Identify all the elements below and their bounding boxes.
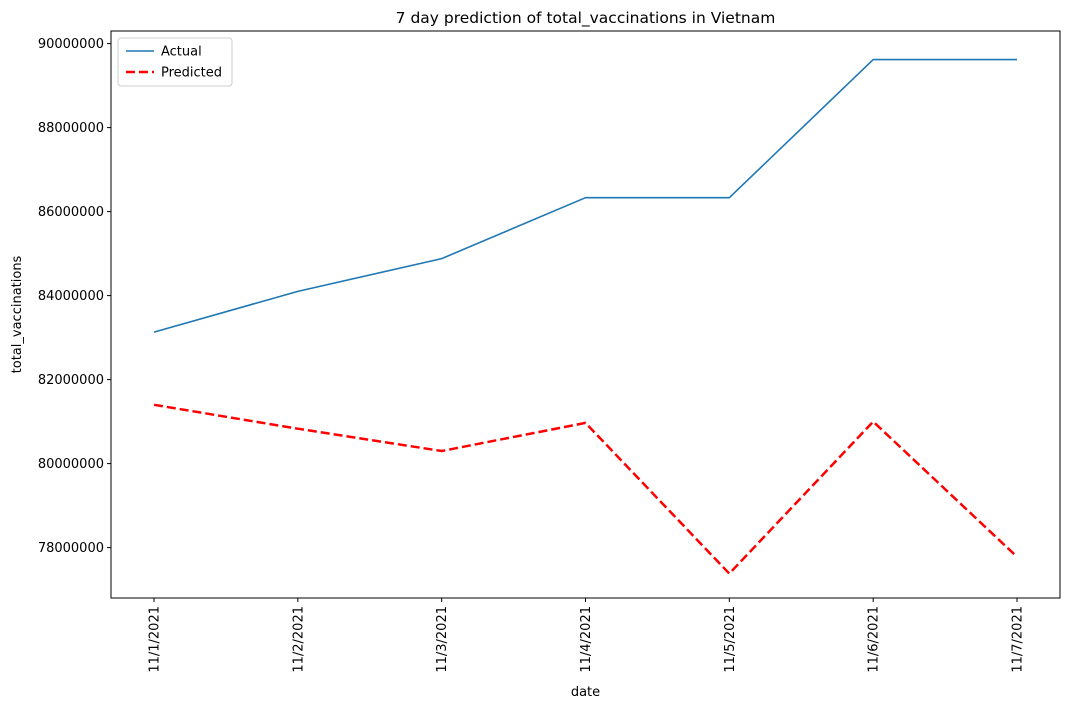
x-axis-label: date (571, 685, 600, 700)
y-tick-label: 84000000 (38, 289, 104, 304)
y-tick-label: 80000000 (38, 457, 104, 472)
series-line-actual (153, 58, 1017, 333)
x-tick-label: 11/4/2021 (579, 606, 594, 673)
x-axis: 11/1/2021 11/2/2021 11/3/2021 11/4/2021 11/5… (148, 598, 1026, 673)
legend-box (117, 37, 233, 87)
legend-label-predicted: Predicted (161, 66, 222, 81)
x-tick-label: 11/7/2021 (1011, 606, 1026, 673)
y-tick-label: 82000000 (38, 373, 104, 388)
y-axis-label: total_vaccinations (10, 255, 25, 373)
plot-area (110, 30, 1061, 599)
x-tick-label: 11/1/2021 (148, 606, 163, 673)
x-tick-label: 11/2/2021 (291, 606, 306, 673)
y-axis: 78000000 80000000 82000000 84000000 86000000… (38, 37, 111, 556)
x-tick-label: 11/3/2021 (435, 606, 450, 673)
legend-label-actual: Actual (161, 45, 202, 60)
legend: Actual Predicted (117, 37, 233, 87)
series-layer (153, 58, 1018, 575)
x-tick-label: 11/6/2021 (867, 606, 882, 673)
series-line-predicted (153, 403, 1018, 575)
y-tick-label: 88000000 (38, 121, 104, 136)
y-tick-label: 86000000 (38, 205, 104, 220)
x-tick-label: 11/5/2021 (723, 606, 738, 673)
y-tick-label: 90000000 (38, 37, 104, 52)
y-tick-label: 78000000 (38, 541, 104, 556)
chart-title: 7 day prediction of total_vaccinations i… (396, 9, 776, 28)
